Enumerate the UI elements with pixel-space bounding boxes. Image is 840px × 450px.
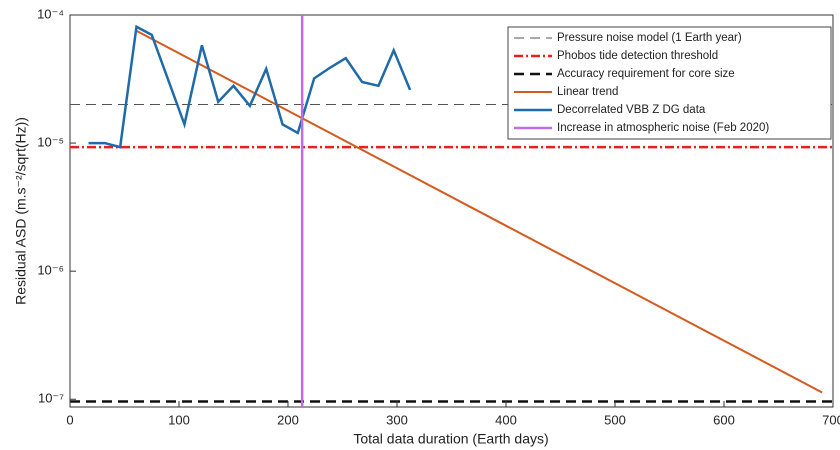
x-tick-label: 400	[495, 412, 517, 427]
legend-label: Increase in atmospheric noise (Feb 2020)	[557, 122, 769, 134]
x-tick-label: 600	[713, 412, 735, 427]
y-tick-label: 10⁻⁵	[37, 135, 64, 150]
plot-area	[70, 15, 833, 407]
y-tick-label: 10⁻⁶	[37, 263, 64, 278]
x-tick-label: 300	[386, 412, 408, 427]
legend: Pressure noise model (1 Earth year) Phobo…	[507, 26, 832, 140]
series-line	[134, 29, 823, 394]
y-tick-label: 10⁻⁴	[37, 6, 64, 21]
y-tick-label: 10⁻⁷	[38, 391, 64, 406]
x-tick-label: 500	[604, 412, 626, 427]
series-line	[88, 24, 412, 149]
y-axis-label: Residual ASD (m.s⁻²/sqrt(Hz))	[13, 117, 29, 305]
x-tick-label: 0	[66, 412, 73, 427]
x-tick-label: 100	[168, 412, 190, 427]
legend-label: Linear trend	[557, 86, 618, 98]
x-tick-label: 700	[822, 412, 840, 427]
legend-label: Phobos tide detection threshold	[557, 50, 718, 62]
legend-label: Pressure noise model (1 Earth year)	[557, 32, 742, 44]
legend-label: Decorrelated VBB Z DG data	[557, 104, 706, 116]
x-tick-label: 200	[277, 412, 299, 427]
legend-box	[507, 26, 832, 140]
x-axis-label: Total data duration (Earth days)	[353, 431, 548, 447]
legend-label: Accuracy requirement for core size	[557, 68, 735, 80]
